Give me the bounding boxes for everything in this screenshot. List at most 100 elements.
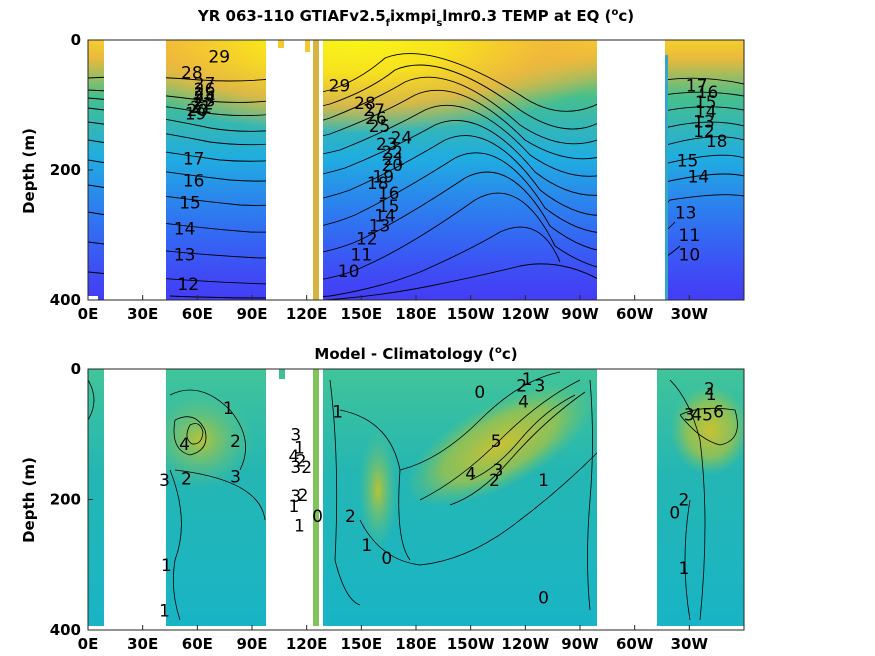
chart-top-island-b	[305, 40, 310, 52]
chart-top-island-gap	[319, 40, 323, 300]
x-tick-label: 90W	[561, 305, 599, 323]
chart-bottom-ylabel: Depth (m)	[20, 457, 38, 543]
chart-top-plot-area: 2928272625242322212019171615141312292827…	[88, 40, 744, 300]
contour-label: 1	[223, 399, 234, 419]
contour-label: 1	[361, 536, 372, 556]
chart-bottom-land-america	[597, 369, 657, 630]
contour-label: 17	[686, 77, 708, 97]
contour-label: 3	[290, 458, 301, 478]
x-tick-label: 150E	[341, 635, 383, 653]
x-tick-label: 90E	[236, 305, 267, 323]
chart-top-xticks: 0E 30E 60E 90E 120E 150E 180E 150W 120W 90W 60W 30W	[78, 295, 709, 323]
contour-label: 28	[354, 94, 376, 114]
chart-bottom: Model - Climatology (oc)	[20, 345, 745, 653]
contour-label: 4	[465, 464, 476, 484]
contour-label: 23	[194, 91, 216, 111]
contour-label: 19	[185, 104, 207, 124]
chart-top-land-indonesia	[266, 40, 313, 300]
contour-label: 1	[332, 402, 343, 422]
contour-label: 29	[208, 47, 230, 67]
contour-label: 17	[183, 149, 205, 169]
contour-label: 1	[294, 438, 305, 458]
contour-label: 25	[194, 84, 216, 104]
contour-label: 4	[691, 406, 702, 426]
contour-label: 2	[296, 451, 307, 471]
x-tick-label: 60W	[616, 635, 654, 653]
contour-label: 1	[161, 556, 172, 576]
contour-label: 11	[351, 246, 373, 266]
contour-label: 28	[181, 64, 203, 84]
contour-label: 3	[230, 468, 241, 488]
x-tick-label: 120W	[501, 305, 549, 323]
chart-top-land-africa	[104, 40, 166, 300]
chart-top-ylabel: Depth (m)	[20, 128, 38, 214]
contour-label: 29	[329, 77, 351, 97]
x-tick-label: 60W	[616, 305, 654, 323]
chart-top-bottom-mask	[88, 296, 98, 300]
x-tick-label: 60E	[182, 635, 213, 653]
contour-label: 3	[684, 406, 695, 426]
contour-label: 15	[677, 151, 699, 171]
x-tick-label: 0E	[78, 305, 99, 323]
contour-label: 0	[381, 549, 392, 569]
chart-bottom-xticks: 0E 30E 60E 90E 120E 150E 180E 150W 120W 90W 60W 30W	[78, 625, 708, 653]
contour-label: 15	[179, 194, 201, 214]
contour-label: 1	[538, 471, 549, 491]
chart-top-land-america	[597, 40, 665, 300]
contour-label: 10	[338, 262, 360, 282]
chart-top: YR 063-110 GTIAFv2.5fixmpislmr0.3 TEMP a…	[20, 7, 745, 323]
contour-label: 2	[181, 470, 192, 490]
chart-bottom-contour-lines	[88, 371, 738, 621]
x-tick-label: 150W	[447, 305, 495, 323]
chart-top-contour-labels: 2928272625242322212019171615141312292827…	[174, 47, 728, 295]
chart-bottom-land-indonesia	[266, 369, 313, 630]
chart-bottom-warm-west-pacific	[358, 430, 398, 550]
contour-label: 24	[194, 88, 216, 108]
contour-label: 26	[194, 80, 216, 100]
contour-label: 19	[372, 168, 394, 188]
contour-label: 3	[493, 461, 504, 481]
contour-label: 14	[174, 220, 196, 240]
chart-top-island-a	[278, 40, 284, 48]
contour-label: 2	[704, 380, 715, 400]
contour-label: 2	[516, 376, 527, 396]
chart-top-sliver-a	[313, 40, 319, 300]
chart-bottom-land-africa	[104, 369, 166, 630]
x-tick-label: 30W	[671, 305, 709, 323]
y-tick-label: 200	[50, 161, 81, 179]
contour-label: 4	[518, 393, 529, 413]
contour-label: 5	[702, 406, 713, 426]
chart-top-sliver-b	[665, 55, 668, 300]
contour-label: 22	[192, 95, 214, 115]
contour-label: 14	[374, 207, 396, 227]
chart-top-yticks: 0 200 400	[50, 31, 93, 309]
contour-label: 23	[376, 135, 398, 155]
contour-label: 27	[363, 101, 385, 121]
contour-label: 1	[159, 601, 170, 621]
contour-label: 2	[678, 491, 689, 511]
contour-label: 13	[675, 203, 697, 223]
chart-bottom-warm-indian	[145, 390, 255, 490]
y-tick-label: 400	[50, 621, 81, 639]
contour-label: 11	[679, 226, 701, 246]
contour-label: 0	[669, 504, 680, 524]
x-tick-label: 90E	[236, 635, 267, 653]
chart-bottom-island-a	[279, 369, 285, 379]
y-tick-label: 0	[71, 31, 81, 49]
contour-label: 15	[695, 93, 717, 113]
contour-label: 3	[290, 487, 301, 507]
chart-bottom-island-gap	[319, 369, 323, 630]
contour-label: 3	[534, 376, 545, 396]
contour-label: 12	[356, 229, 378, 249]
contour-label: 21	[190, 98, 212, 118]
contour-label: 2	[230, 432, 241, 452]
contour-label: 1	[288, 497, 299, 517]
contour-label: 12	[693, 122, 715, 142]
chart-bottom-sliver-a	[313, 369, 319, 630]
contour-label: 26	[365, 109, 387, 129]
x-tick-label: 120W	[501, 635, 549, 653]
contour-label: 27	[194, 75, 216, 95]
contour-label: 6	[713, 402, 724, 422]
